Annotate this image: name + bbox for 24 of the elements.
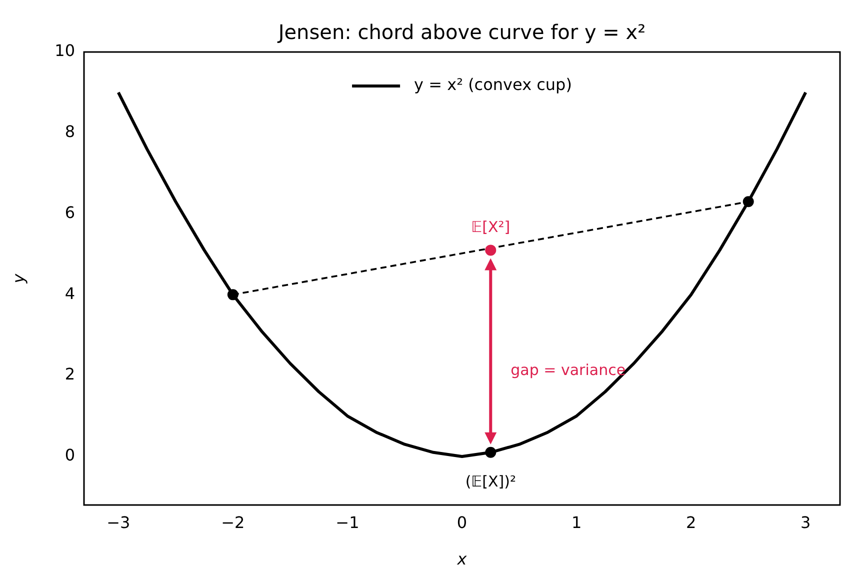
y-tick-label: 6: [64, 202, 75, 222]
x-axis-title: x: [456, 550, 468, 569]
y-tick-label: 2: [64, 364, 75, 384]
x-tick-label: 3: [800, 512, 811, 532]
chart-title: Jensen: chord above curve for y = x²: [276, 20, 646, 44]
y-axis-title: y: [8, 273, 28, 284]
y-tick-label: 4: [64, 284, 75, 303]
x-tick-label: −3: [106, 512, 130, 532]
y-tick-label: 0: [64, 446, 75, 465]
y-tick-label: 10: [54, 41, 75, 60]
annotation: gap = variance: [510, 361, 626, 380]
point: [742, 196, 754, 208]
point: [227, 289, 238, 300]
annotation: 𝔼[X²]: [471, 218, 510, 236]
annotation: (𝔼[X])²: [465, 472, 516, 490]
x-tick-label: −1: [336, 512, 360, 532]
x-tick-label: 2: [686, 512, 696, 532]
x-tick-label: 1: [571, 512, 582, 532]
point: [485, 244, 496, 256]
point: [485, 446, 496, 458]
y-tick-label: 8: [64, 122, 75, 142]
x-tick-label: −2: [221, 512, 245, 532]
x-tick-label: 0: [456, 512, 468, 532]
legend-label: y = x² (convex cup): [414, 75, 572, 94]
